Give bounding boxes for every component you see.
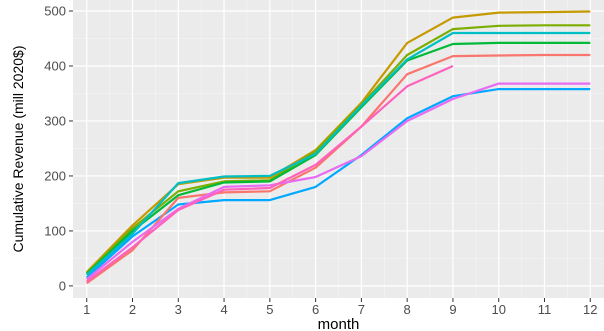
y-tick-label: 400 <box>44 58 66 73</box>
y-tick-label: 300 <box>44 113 66 128</box>
series-line <box>85 24 591 275</box>
x-tick-label: 10 <box>491 302 505 317</box>
series-lines <box>85 10 591 285</box>
x-tick-label: 6 <box>312 302 319 317</box>
y-axis-title: Cumulative Revenue (mill 2020$) <box>10 46 26 253</box>
series-line <box>85 31 591 276</box>
x-tick-label: 7 <box>358 302 365 317</box>
series-line <box>86 64 454 283</box>
x-tick-label: 12 <box>583 302 597 317</box>
x-tick-label: 11 <box>538 302 552 317</box>
x-tick-label: 3 <box>175 302 182 317</box>
y-tick-label: 100 <box>44 223 66 238</box>
series-line <box>85 87 591 279</box>
series-line <box>86 82 591 281</box>
y-axis: 0 100 200 300 400 500 <box>44 3 73 293</box>
x-tick-label: 4 <box>220 302 227 317</box>
x-tick-label: 8 <box>404 302 411 317</box>
x-tick-label: 2 <box>129 302 136 317</box>
x-axis: 1 2 3 4 5 6 7 8 9 10 11 12 <box>83 298 598 317</box>
y-tick-label: 200 <box>44 168 66 183</box>
y-tick-label: 0 <box>59 278 66 293</box>
x-tick-label: 5 <box>266 302 273 317</box>
x-axis-title: month <box>318 316 360 331</box>
x-tick-label: 1 <box>83 302 90 317</box>
y-tick-label: 500 <box>44 3 66 18</box>
x-tick-label: 9 <box>449 302 456 317</box>
